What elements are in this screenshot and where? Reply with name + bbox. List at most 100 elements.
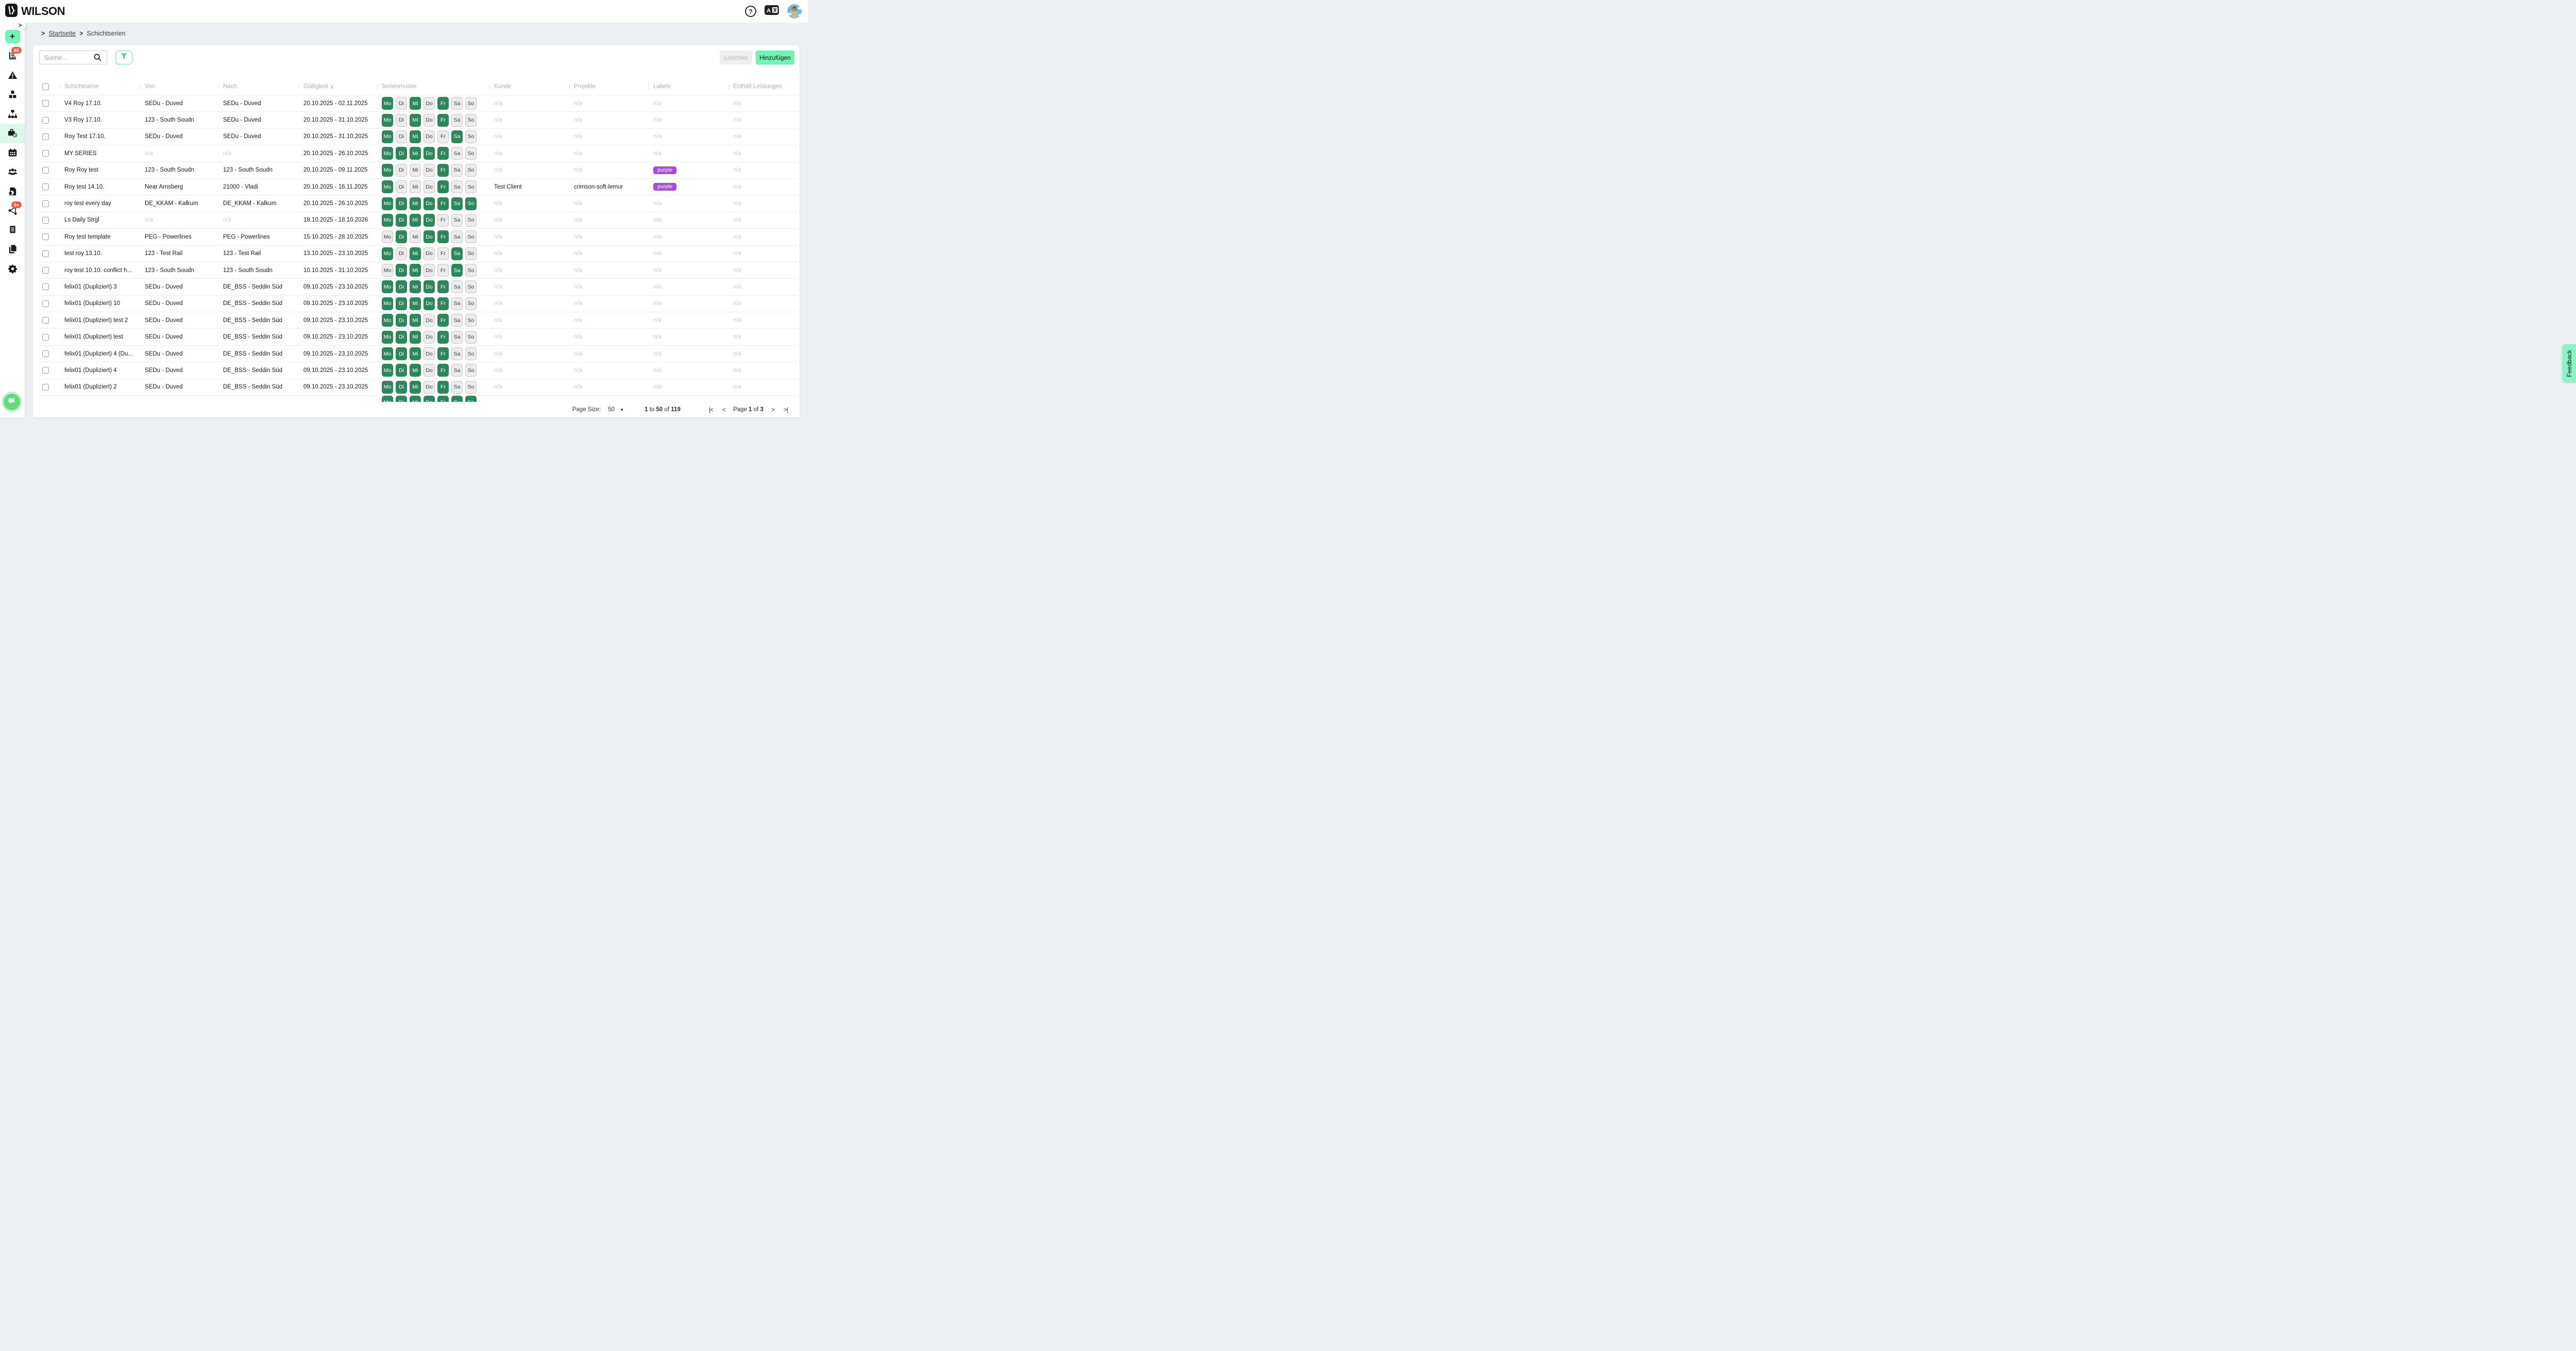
chat-button[interactable] xyxy=(4,394,20,410)
sidebar-item-warning[interactable] xyxy=(0,66,25,86)
row-checkbox[interactable] xyxy=(42,183,49,190)
cell-enthaelt-leistungen: n/a xyxy=(728,234,798,240)
avatar[interactable] xyxy=(787,4,802,19)
row-checkbox[interactable] xyxy=(42,150,49,157)
table-row[interactable]: felix01 (Dupliziert) 4 (Du...SEDu - Duve… xyxy=(39,346,798,362)
chevron-right-icon: > xyxy=(79,30,83,37)
table-row[interactable]: Roy test templatePEG - PowerlinesPEG - P… xyxy=(39,229,798,245)
delete-button[interactable]: Löschen xyxy=(720,50,752,64)
day-badge-do: Do xyxy=(423,314,435,327)
column-header-enth-lt-leistungen[interactable]: Enthält Leistungen xyxy=(728,83,798,90)
breadcrumb-link-startseite[interactable]: Startseite xyxy=(48,30,76,37)
notification-badge: 80 xyxy=(11,47,22,54)
table-row[interactable]: felix01 (Dupliziert) testSEDu - DuvedDE_… xyxy=(39,329,798,345)
cell-serienmuster: MoDiMiDoFrSaSo xyxy=(377,280,489,293)
column-header-projekte[interactable]: Projekte xyxy=(569,83,649,90)
label-tag: purple xyxy=(653,183,676,191)
prev-page-button[interactable]: < xyxy=(718,406,730,413)
row-checkbox[interactable] xyxy=(42,233,49,240)
sidebar-item-copy[interactable] xyxy=(0,240,25,259)
table-row[interactable]: felix01 (Dupliziert) test 2SEDu - DuvedD… xyxy=(39,312,798,329)
table-row[interactable]: felix01 (Dupliziert) 3SEDu - DuvedDE_BSS… xyxy=(39,279,798,295)
table-row[interactable]: MY SERIESn/an/a20.10.2025 - 26.10.2025Mo… xyxy=(39,145,798,162)
cell-projekte: n/a xyxy=(569,250,649,257)
table-row[interactable]: Roy test 14.10.Near Arnsberg21000 - Vlad… xyxy=(39,179,798,195)
column-header-serienmuster[interactable]: Serienmuster xyxy=(377,83,489,90)
cell-serienmuster: MoDiMiDoFrSaSo xyxy=(377,247,489,260)
row-checkbox[interactable] xyxy=(42,367,49,374)
cell-schichtname: roy test 10.10. conflict h... xyxy=(60,267,140,274)
row-checkbox[interactable] xyxy=(42,217,49,224)
day-badge-fr: Fr xyxy=(437,130,449,143)
translate-icon[interactable]: A xyxy=(765,5,779,18)
table-row[interactable]: felix01 (Dupliziert) 2SEDu - DuvedDE_BSS… xyxy=(39,379,798,396)
day-badge-fr: Fr xyxy=(437,297,449,310)
cell-enthaelt-leistungen: n/a xyxy=(728,200,798,207)
sidebar-item-cubes[interactable] xyxy=(0,85,25,105)
cell-enthaelt-leistungen: n/a xyxy=(728,267,798,274)
table-row[interactable]: roy test 10.10. conflict h...123 - South… xyxy=(39,262,798,279)
table-row[interactable]: V4 Roy 17.10.SEDu - DuvedSEDu - Duved20.… xyxy=(39,95,798,112)
table-row[interactable]: test roy 13.10.123 - Test Rail123 - Test… xyxy=(39,246,798,262)
sidebar-item-calendar[interactable] xyxy=(0,143,25,163)
cell-enthaelt-leistungen: n/a xyxy=(728,334,798,340)
table-row[interactable]: Ls Daily Strgln/an/a18.10.2025 - 18.10.2… xyxy=(39,212,798,229)
sidebar-item-briefcase-clock[interactable] xyxy=(0,124,25,143)
help-icon[interactable]: ? xyxy=(745,6,756,17)
filter-button[interactable] xyxy=(115,50,132,64)
row-checkbox[interactable] xyxy=(42,350,49,357)
add-quick-button[interactable]: + xyxy=(5,30,20,43)
column-header-kunde[interactable]: Kunde xyxy=(489,83,569,90)
table-row[interactable]: felix01 (Dupliziert) 10SEDu - DuvedDE_BS… xyxy=(39,296,798,312)
row-checkbox[interactable] xyxy=(42,100,49,107)
cell-schichtname: V3 Roy 17.10. xyxy=(60,117,140,123)
column-header-g-ltigkeit[interactable]: Gültigkeit↓ xyxy=(299,83,377,90)
row-checkbox[interactable] xyxy=(42,283,49,290)
row-checkbox[interactable] xyxy=(42,250,49,257)
table-row[interactable]: felix01 (Dupliziert) 4SEDu - DuvedDE_BSS… xyxy=(39,362,798,379)
sidebar-item-receipt[interactable] xyxy=(0,221,25,240)
day-badge-do: Do xyxy=(423,347,435,360)
table-row[interactable]: MoDiMiDoFrSaSo xyxy=(39,396,798,402)
select-all-checkbox[interactable] xyxy=(42,83,49,90)
add-button[interactable]: Hinzufügen xyxy=(756,50,794,64)
row-checkbox[interactable] xyxy=(42,267,49,274)
row-checkbox[interactable] xyxy=(42,384,49,391)
first-page-button[interactable]: |< xyxy=(704,406,718,413)
row-checkbox[interactable] xyxy=(42,300,49,307)
feedback-tab[interactable]: Feedback xyxy=(2563,344,2576,382)
day-badge-di: Di xyxy=(396,314,407,327)
cell-projekte: n/a xyxy=(569,267,649,274)
sidebar-item-people[interactable] xyxy=(0,162,25,182)
next-page-button[interactable]: > xyxy=(767,406,779,413)
column-header-von[interactable]: Von xyxy=(140,83,218,90)
row-checkbox[interactable] xyxy=(42,133,49,140)
day-badge-do: Do xyxy=(423,264,435,277)
sidebar-item-gear[interactable] xyxy=(0,259,25,279)
sidebar-item-certificate[interactable] xyxy=(0,182,25,201)
sidebar-item-report[interactable]: 80 xyxy=(0,46,25,66)
row-checkbox[interactable] xyxy=(42,200,49,207)
column-header-schichtname[interactable]: Schichtname xyxy=(60,83,140,90)
column-header-labels[interactable]: Labels xyxy=(649,83,728,90)
page-size-select[interactable]: 50 ▼ xyxy=(608,407,624,413)
table-row[interactable]: V3 Roy 17.10.123 - South SoudnSEDu - Duv… xyxy=(39,112,798,128)
sidebar-item-sitemap[interactable] xyxy=(0,105,25,124)
row-checkbox[interactable] xyxy=(42,117,49,124)
table-row[interactable]: roy test every dayDE_KKAM - KalkumDE_KKA… xyxy=(39,195,798,212)
last-page-button[interactable]: >| xyxy=(779,406,792,413)
cell-von: 123 - South Soudn xyxy=(140,267,218,274)
cell-projekte: n/a xyxy=(569,384,649,390)
search-input[interactable] xyxy=(40,54,92,61)
day-badge-mo: Mo xyxy=(382,164,393,177)
sidebar-item-network[interactable]: 9+ xyxy=(0,201,25,221)
row-checkbox[interactable] xyxy=(42,317,49,324)
row-checkbox[interactable] xyxy=(42,334,49,341)
cell-nach: DE_BSS - Seddin Süd xyxy=(218,384,299,390)
column-header-nach[interactable]: Nach xyxy=(218,83,299,90)
page-size-value: 50 xyxy=(608,407,615,413)
table-row[interactable]: Roy Roy test123 - South Soudn123 - South… xyxy=(39,162,798,179)
cell-kunde: n/a xyxy=(489,150,569,157)
table-row[interactable]: Roy Test 17.10.SEDu - DuvedSEDu - Duved2… xyxy=(39,129,798,145)
row-checkbox[interactable] xyxy=(42,167,49,174)
